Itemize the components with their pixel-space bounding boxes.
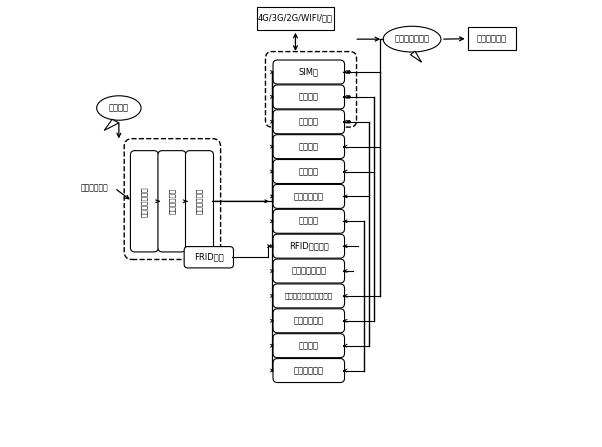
Text: 4G/3G/2G/WIFI/蓝牙: 4G/3G/2G/WIFI/蓝牙 <box>258 14 333 23</box>
Text: 电源管理电路: 电源管理电路 <box>196 188 203 215</box>
FancyBboxPatch shape <box>273 284 344 308</box>
Text: 大容量锂电池组: 大容量锂电池组 <box>141 186 147 217</box>
FancyBboxPatch shape <box>265 51 356 127</box>
Polygon shape <box>411 51 421 62</box>
FancyBboxPatch shape <box>273 110 344 134</box>
FancyBboxPatch shape <box>273 185 344 208</box>
Text: 红外线识别系统: 红外线识别系统 <box>291 266 326 275</box>
Text: 灯光控制系统: 灯光控制系统 <box>294 366 324 375</box>
FancyBboxPatch shape <box>273 60 344 84</box>
FancyBboxPatch shape <box>124 139 220 259</box>
FancyBboxPatch shape <box>185 151 214 252</box>
FancyBboxPatch shape <box>273 234 344 258</box>
Bar <box>256 7 334 30</box>
Text: 投药系统: 投药系统 <box>299 142 319 151</box>
Text: 低功耗处理器: 低功耗处理器 <box>169 188 175 215</box>
FancyBboxPatch shape <box>273 309 344 333</box>
Text: 虹膜识别或量纹识别系统: 虹膜识别或量纹识别系统 <box>285 293 333 299</box>
Text: SIM卡: SIM卡 <box>299 67 319 76</box>
FancyBboxPatch shape <box>158 151 186 252</box>
Text: 门控系统: 门控系统 <box>299 341 319 350</box>
Ellipse shape <box>383 26 441 52</box>
Text: 定位系统: 定位系统 <box>299 217 319 226</box>
FancyBboxPatch shape <box>131 151 158 252</box>
Text: RFID识别系统: RFID识别系统 <box>289 242 329 251</box>
Bar <box>468 27 517 50</box>
FancyBboxPatch shape <box>273 85 344 109</box>
FancyBboxPatch shape <box>273 160 344 184</box>
Text: 提醒报警系统: 提醒报警系统 <box>294 192 324 201</box>
Polygon shape <box>104 119 119 131</box>
Ellipse shape <box>97 96 141 120</box>
Text: FRID标签: FRID标签 <box>194 253 224 262</box>
FancyBboxPatch shape <box>273 259 344 283</box>
FancyBboxPatch shape <box>184 247 234 268</box>
FancyBboxPatch shape <box>273 209 344 233</box>
Text: 通讯组件: 通讯组件 <box>299 117 319 126</box>
Text: 远程管理平台: 远程管理平台 <box>477 34 507 43</box>
Text: 控制与通讯系统: 控制与通讯系统 <box>394 35 430 44</box>
Text: 主芯片板: 主芯片板 <box>299 93 319 101</box>
Text: 摄像系统: 摄像系统 <box>299 167 319 176</box>
FancyBboxPatch shape <box>273 135 344 159</box>
FancyBboxPatch shape <box>273 333 344 358</box>
Text: 外部电源充电: 外部电源充电 <box>81 183 109 193</box>
Text: 药囧储存系统: 药囧储存系统 <box>294 316 324 325</box>
Text: 供电系统: 供电系统 <box>109 104 129 113</box>
FancyBboxPatch shape <box>273 358 344 383</box>
